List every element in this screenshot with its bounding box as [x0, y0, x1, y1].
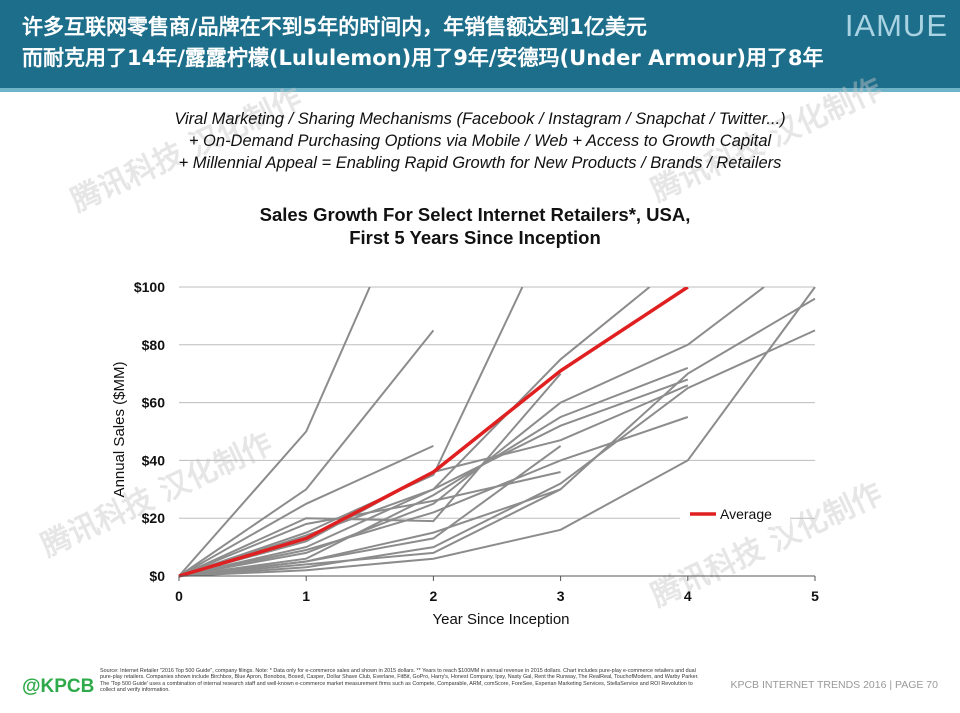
brand-logo: IAMUE	[844, 8, 948, 43]
company-series-line	[178, 366, 689, 577]
company-series-line	[178, 488, 562, 577]
company-series-line	[178, 445, 562, 577]
source-note: Source: Internet Retailer "2016 Top 500 …	[100, 668, 699, 694]
company-series-line	[178, 329, 435, 577]
slide-title-line1: 许多互联网零售商/品牌在不到5年的时间内，年销售额达到1亿美元	[22, 15, 647, 39]
slide-title-line2: 而耐克用了14年/露露柠檬(Lululemon)用了9年/安德玛(Under A…	[22, 46, 824, 70]
company-series-line	[178, 373, 562, 577]
company-series-line	[178, 329, 816, 577]
y-axis-title: Annual Sales ($MM)	[111, 362, 128, 498]
tagline-line3: + Millennial Appeal = Enabling Rapid Gro…	[178, 154, 782, 172]
y-tick-label: $20	[142, 510, 166, 526]
tagline-line1: Viral Marketing / Sharing Mechanisms (Fa…	[174, 110, 786, 128]
y-tick-label: $100	[134, 279, 165, 295]
footer-page-info: KPCB INTERNET TRENDS 2016 | PAGE 70	[730, 679, 938, 691]
x-tick-label: 1	[302, 588, 310, 604]
x-tick-label: 0	[175, 588, 183, 604]
company-series-line	[178, 416, 689, 577]
tagline-line2: + On-Demand Purchasing Options via Mobil…	[188, 132, 772, 150]
company-series-line	[178, 287, 371, 577]
company-series-line	[178, 444, 434, 577]
chart-subtitle: First 5 Years Since Inception	[349, 227, 601, 248]
header-divider	[0, 88, 960, 92]
company-series-line	[178, 471, 561, 577]
y-tick-label: $40	[142, 452, 166, 468]
chart-title: Sales Growth For Select Internet Retaile…	[259, 204, 691, 225]
company-series-line	[178, 378, 689, 577]
company-series-line	[178, 287, 816, 577]
y-tick-label: $60	[142, 395, 166, 411]
y-tick-label: $80	[142, 337, 166, 353]
average-series-line	[178, 287, 689, 578]
header-bar	[0, 0, 960, 88]
y-tick-label: $0	[149, 568, 165, 584]
x-tick-label: 5	[811, 588, 819, 604]
x-tick-label: 3	[557, 588, 565, 604]
x-tick-label: 4	[684, 588, 692, 604]
kpcb-logo: @KPCB	[22, 676, 95, 697]
legend-label: Average	[720, 506, 772, 522]
company-series-line	[178, 287, 765, 577]
x-tick-label: 2	[430, 588, 438, 604]
x-axis-title: Year Since Inception	[432, 611, 569, 628]
